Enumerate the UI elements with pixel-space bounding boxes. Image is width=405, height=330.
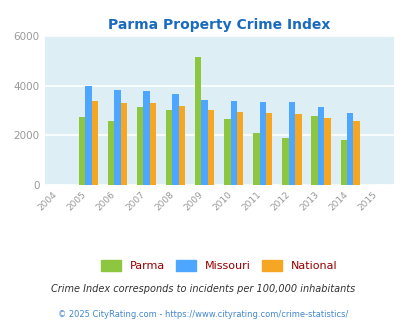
Bar <box>114 89 120 185</box>
Bar <box>224 119 230 185</box>
Bar <box>149 103 156 185</box>
Bar <box>317 108 324 185</box>
Bar <box>166 110 172 185</box>
Bar <box>253 133 259 185</box>
Bar <box>294 114 301 185</box>
Bar <box>352 121 359 185</box>
Bar <box>346 113 352 185</box>
Bar <box>108 121 114 185</box>
Bar <box>265 113 272 185</box>
Bar <box>85 86 91 185</box>
Text: Crime Index corresponds to incidents per 100,000 inhabitants: Crime Index corresponds to incidents per… <box>51 284 354 294</box>
Legend: Parma, Missouri, National: Parma, Missouri, National <box>96 256 341 276</box>
Bar <box>201 100 207 185</box>
Bar <box>282 138 288 185</box>
Bar <box>172 94 178 185</box>
Bar <box>79 117 85 185</box>
Bar <box>120 103 127 185</box>
Title: Parma Property Crime Index: Parma Property Crime Index <box>108 18 330 32</box>
Bar <box>311 116 317 185</box>
Bar <box>237 112 243 185</box>
Bar <box>324 118 330 185</box>
Bar <box>259 102 265 185</box>
Bar <box>143 91 149 185</box>
Bar <box>178 106 185 185</box>
Bar <box>136 108 143 185</box>
Bar <box>340 140 346 185</box>
Text: © 2025 CityRating.com - https://www.cityrating.com/crime-statistics/: © 2025 CityRating.com - https://www.city… <box>58 311 347 319</box>
Bar <box>91 101 98 185</box>
Bar <box>195 57 201 185</box>
Bar <box>230 101 237 185</box>
Bar <box>207 110 214 185</box>
Bar <box>288 102 294 185</box>
